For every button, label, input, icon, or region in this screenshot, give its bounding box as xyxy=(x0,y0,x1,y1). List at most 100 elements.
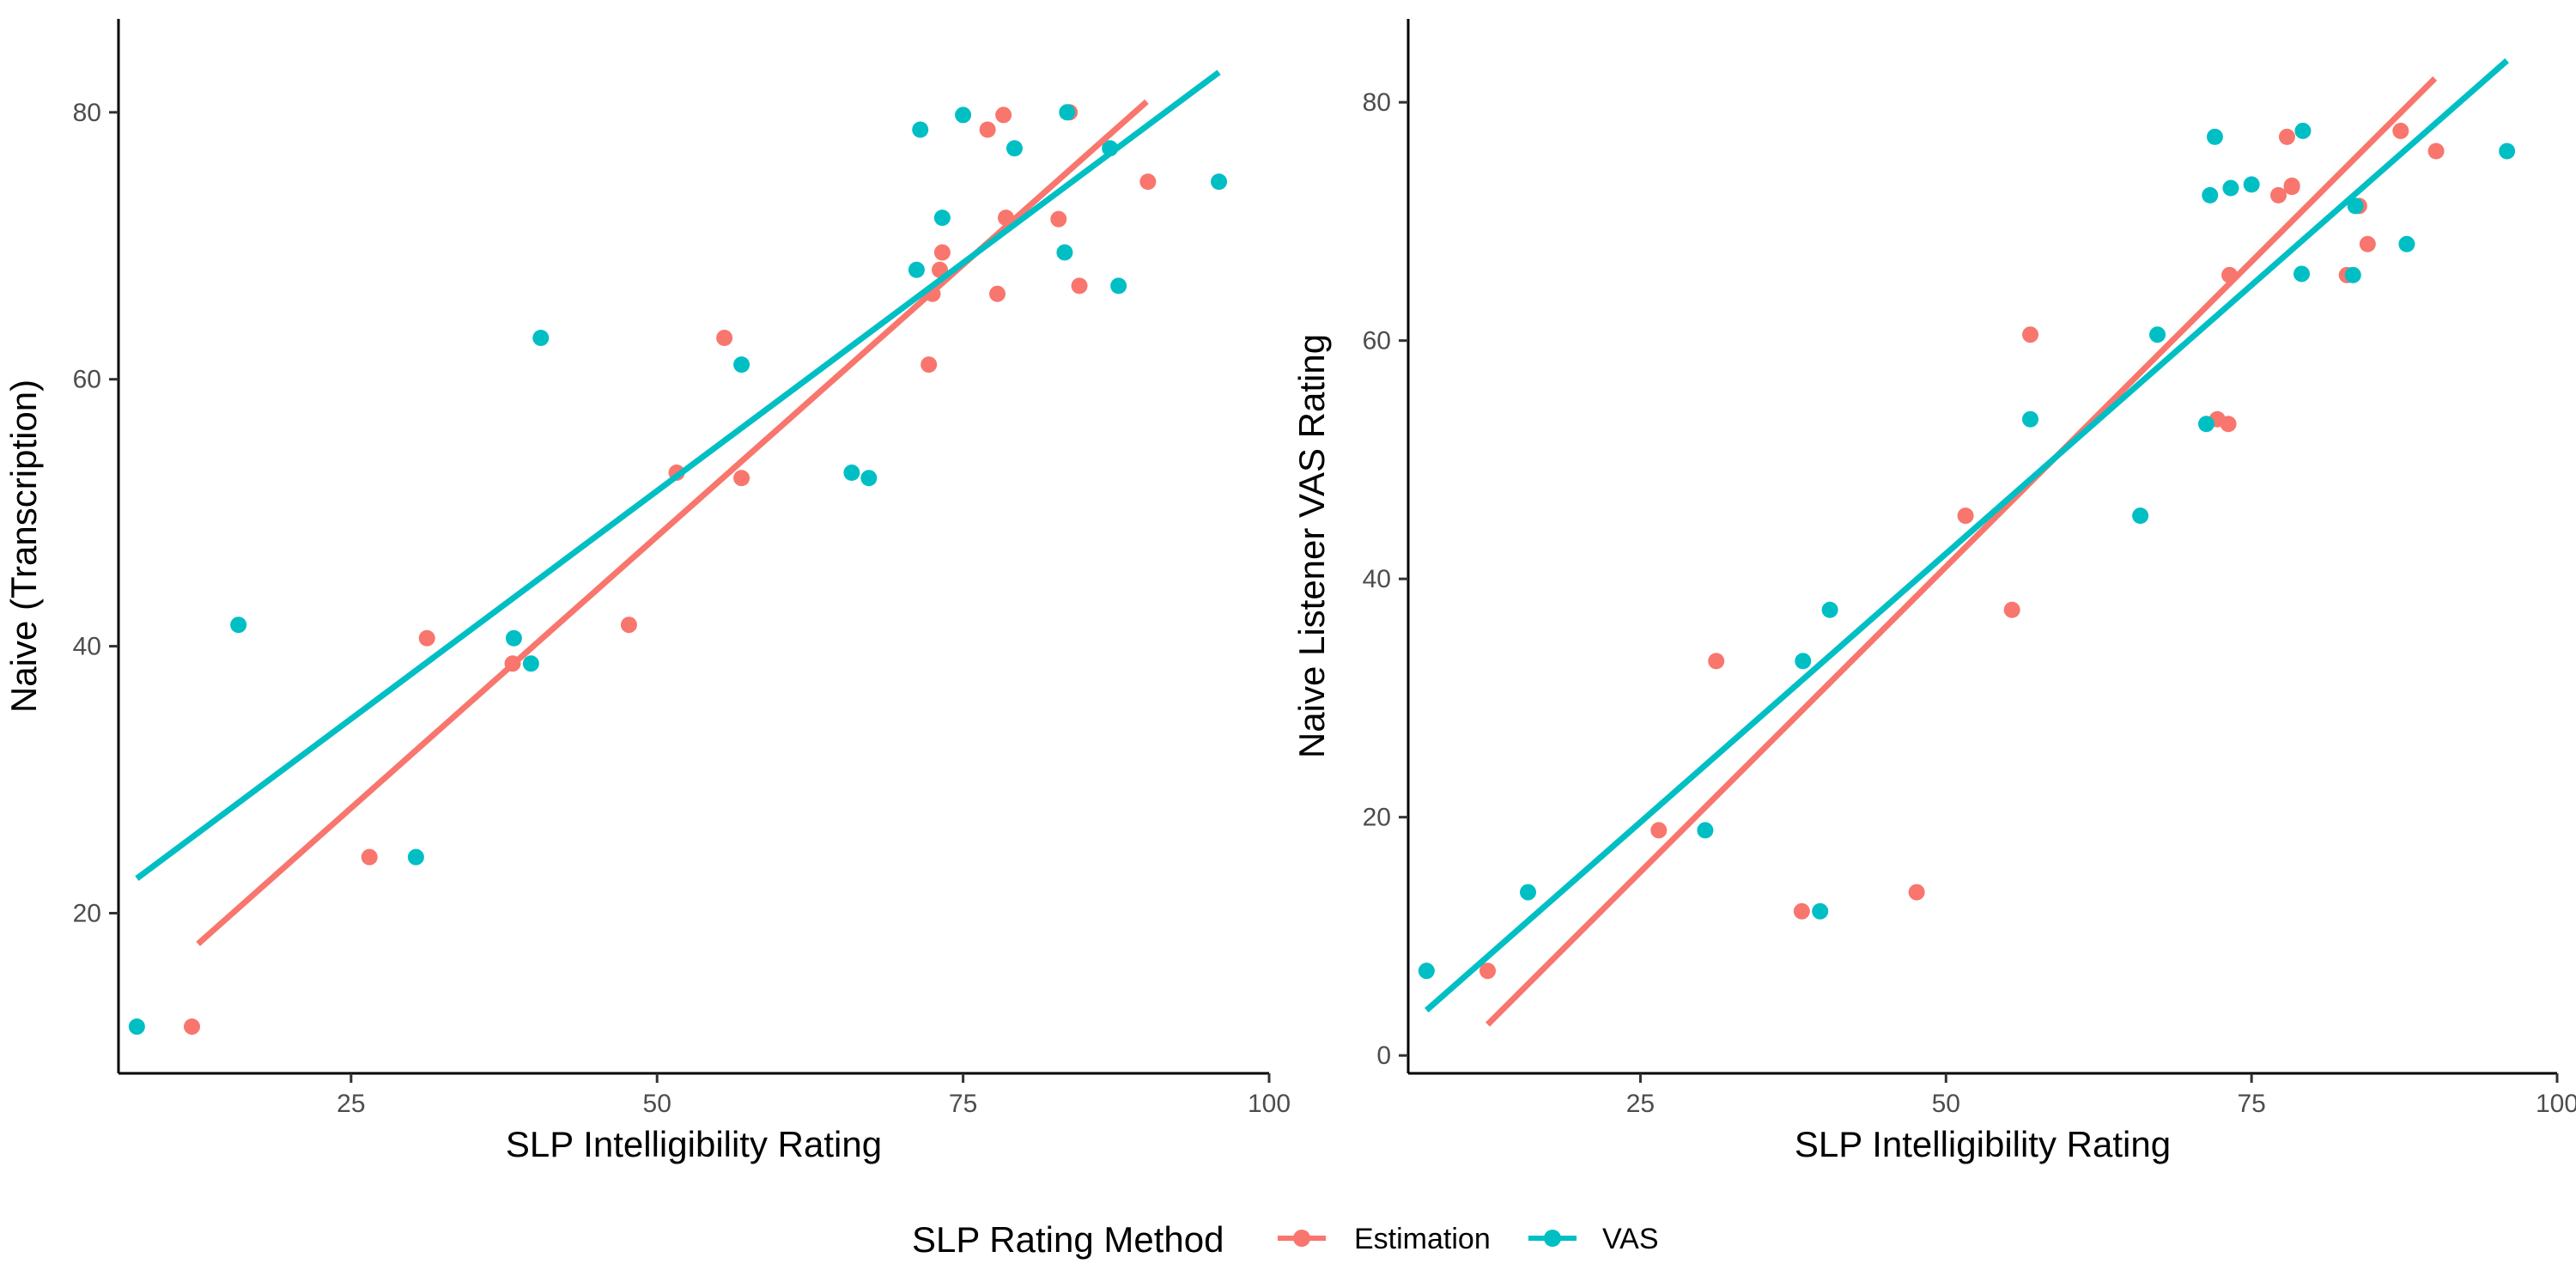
data-point-estimation xyxy=(1908,884,1925,901)
data-point-vas xyxy=(1056,244,1073,261)
data-point-estimation xyxy=(2003,601,2020,618)
data-point-vas xyxy=(1005,140,1023,157)
x-tick-label: 100 xyxy=(2536,1090,2576,1118)
y-tick-label: 40 xyxy=(73,633,101,661)
legend: SLP Rating Method Estimation VAS xyxy=(912,1219,1659,1260)
data-point-vas xyxy=(860,470,878,487)
x-axis-title: SLP Intelligibility Rating xyxy=(1795,1124,2171,1164)
data-point-estimation xyxy=(2220,416,2237,433)
data-point-vas xyxy=(2347,197,2364,215)
data-point-estimation xyxy=(1139,173,1157,191)
y-tick-label: 60 xyxy=(1363,327,1391,355)
legend-label-estimation: Estimation xyxy=(1354,1223,1491,1255)
data-point-vas xyxy=(843,465,860,482)
data-point-vas xyxy=(2022,410,2039,428)
data-point-estimation xyxy=(2359,235,2376,252)
data-point-estimation xyxy=(184,1018,201,1036)
x-tick-label: 50 xyxy=(1932,1090,1960,1118)
data-point-estimation xyxy=(620,617,637,634)
legend-title: SLP Rating Method xyxy=(912,1219,1224,1260)
data-point-estimation xyxy=(1650,822,1668,839)
data-point-estimation xyxy=(2392,122,2409,139)
data-point-estimation xyxy=(716,330,733,347)
x-tick-label: 25 xyxy=(337,1090,365,1118)
data-point-estimation xyxy=(2427,143,2445,160)
x-tick-label: 25 xyxy=(1626,1090,1655,1118)
y-tick-label: 80 xyxy=(73,99,101,127)
y-tick-label: 40 xyxy=(1363,565,1391,593)
data-point-vas xyxy=(2197,416,2215,433)
data-point-vas xyxy=(1821,601,1838,618)
series-estimation xyxy=(1479,122,2445,980)
y-tick-label: 80 xyxy=(1363,88,1391,117)
data-point-vas xyxy=(2149,326,2166,343)
data-point-vas xyxy=(1795,653,1812,670)
data-point-vas xyxy=(1812,902,1829,920)
data-point-vas xyxy=(2398,235,2415,252)
data-point-vas xyxy=(1697,822,1714,839)
y-axis-title: Naive Listener VAS Rating xyxy=(1291,334,1332,758)
data-point-estimation xyxy=(2269,186,2287,204)
data-point-vas xyxy=(955,106,972,124)
data-point-estimation xyxy=(1793,902,1810,920)
data-point-vas xyxy=(532,330,550,347)
data-point-estimation xyxy=(1708,653,1725,670)
data-point-estimation xyxy=(1050,210,1067,228)
fit-line-estimation xyxy=(196,99,1149,946)
data-point-vas xyxy=(2202,186,2219,204)
series-vas xyxy=(128,104,1228,1036)
data-point-vas xyxy=(933,210,951,227)
legend-label-vas: VAS xyxy=(1602,1223,1659,1255)
legend-key-dot-vas xyxy=(1544,1230,1561,1247)
data-point-vas xyxy=(128,1018,145,1036)
data-point-vas xyxy=(2132,507,2149,525)
x-tick-label: 50 xyxy=(643,1090,671,1118)
data-point-vas xyxy=(505,629,522,647)
y-tick-label: 20 xyxy=(1363,804,1391,832)
fit-line-vas xyxy=(135,70,1221,881)
data-point-estimation xyxy=(2283,179,2300,196)
data-point-vas xyxy=(908,261,925,278)
x-tick-label: 100 xyxy=(1248,1090,1291,1118)
y-tick-label: 0 xyxy=(1376,1042,1391,1070)
data-point-estimation xyxy=(995,106,1012,124)
data-point-vas xyxy=(1519,884,1536,901)
data-point-vas xyxy=(733,356,750,374)
data-point-estimation xyxy=(2278,128,2295,145)
data-point-vas xyxy=(1110,277,1127,295)
data-point-vas xyxy=(230,617,247,634)
data-point-estimation xyxy=(979,121,996,138)
data-point-vas xyxy=(522,655,539,672)
y-tick-label: 20 xyxy=(73,899,101,927)
x-tick-label: 75 xyxy=(2237,1090,2265,1118)
data-point-estimation xyxy=(361,848,378,866)
legend-item-vas: VAS xyxy=(1528,1223,1659,1255)
data-point-estimation xyxy=(733,470,750,487)
x-tick-label: 75 xyxy=(949,1090,977,1118)
fit-line-estimation xyxy=(1485,76,2438,1027)
panels: 25 50 75 100 20 40 60 80 SLP Intelligibility Rat… xyxy=(3,19,2576,1164)
data-point-vas xyxy=(407,848,424,866)
legend-key-dot-estimation xyxy=(1293,1230,1310,1247)
data-point-vas xyxy=(2222,179,2239,197)
data-point-vas xyxy=(2499,143,2516,160)
data-point-estimation xyxy=(1071,277,1088,295)
y-tick-label: 60 xyxy=(73,366,101,394)
data-point-estimation xyxy=(2022,326,2039,343)
data-point-vas xyxy=(1418,963,1435,980)
data-point-estimation xyxy=(1479,963,1497,980)
data-point-vas xyxy=(1211,173,1228,191)
data-point-estimation xyxy=(418,629,435,647)
data-point-vas xyxy=(2344,266,2361,283)
data-point-estimation xyxy=(989,285,1006,302)
panel-1: 25 50 75 100 20 40 60 80 SLP Intelligibility Rat… xyxy=(3,19,1291,1164)
fit-line-vas xyxy=(1425,58,2509,1013)
data-point-vas xyxy=(1059,104,1076,121)
data-point-estimation xyxy=(1957,507,1974,525)
data-point-vas xyxy=(2293,265,2311,283)
series-estimation xyxy=(184,104,1157,1036)
y-axis-title: Naive (Transcription) xyxy=(3,380,44,713)
data-point-vas xyxy=(2294,122,2312,139)
data-point-estimation xyxy=(920,356,938,374)
